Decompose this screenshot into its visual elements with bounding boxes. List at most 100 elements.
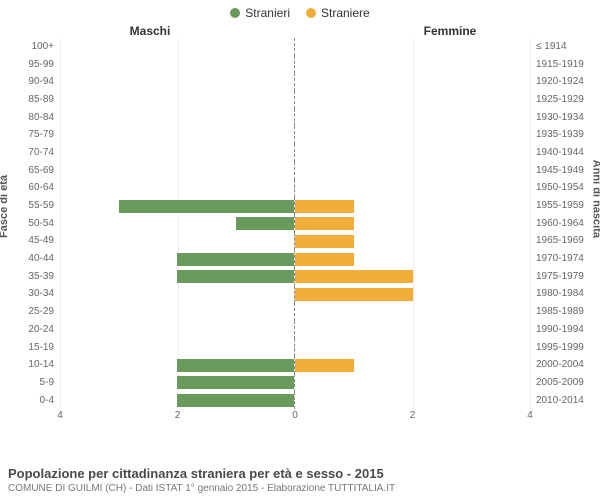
age-row: 0-42010-2014 <box>60 392 530 410</box>
female-half <box>295 392 530 410</box>
male-half <box>60 392 295 410</box>
age-row: 100+≤ 1914 <box>60 38 530 56</box>
legend-label-female: Straniere <box>321 6 370 20</box>
female-half <box>295 233 530 251</box>
female-half <box>295 303 530 321</box>
female-half <box>295 356 530 374</box>
chart-area: Fasce di età Anni di nascita 100+≤ 19149… <box>0 38 600 438</box>
age-row: 55-591955-1959 <box>60 197 530 215</box>
male-half <box>60 250 295 268</box>
age-row: 30-341980-1984 <box>60 286 530 304</box>
female-half <box>295 286 530 304</box>
bar-male <box>177 270 294 283</box>
chart-subtitle: COMUNE DI GUILMI (CH) - Dati ISTAT 1° ge… <box>8 483 592 494</box>
bar-male <box>177 253 294 266</box>
age-row: 50-541960-1964 <box>60 215 530 233</box>
female-half <box>295 268 530 286</box>
age-row: 15-191995-1999 <box>60 339 530 357</box>
bar-male <box>119 200 295 213</box>
female-half <box>295 126 530 144</box>
bar-female <box>295 200 354 213</box>
male-half <box>60 215 295 233</box>
female-half <box>295 109 530 127</box>
x-axis: 024 24 <box>60 410 530 424</box>
age-row: 45-491965-1969 <box>60 233 530 251</box>
male-half <box>60 268 295 286</box>
male-half <box>60 303 295 321</box>
legend-swatch-female <box>306 8 316 18</box>
male-half <box>60 56 295 74</box>
female-half <box>295 250 530 268</box>
age-row: 35-391975-1979 <box>60 268 530 286</box>
bar-female <box>295 217 354 230</box>
bar-female <box>295 253 354 266</box>
bar-male <box>177 376 294 389</box>
male-half <box>60 286 295 304</box>
legend-swatch-male <box>230 8 240 18</box>
age-row: 75-791935-1939 <box>60 126 530 144</box>
y-axis-label-left: Fasce di età <box>0 175 10 238</box>
male-half <box>60 73 295 91</box>
female-half <box>295 162 530 180</box>
male-half <box>60 374 295 392</box>
male-half <box>60 339 295 357</box>
bar-male <box>177 359 294 372</box>
male-half <box>60 356 295 374</box>
age-row: 5-92005-2009 <box>60 374 530 392</box>
female-half <box>295 56 530 74</box>
female-half <box>295 144 530 162</box>
bar-male <box>177 394 294 407</box>
column-headers: Maschi Femmine <box>0 24 600 38</box>
age-row: 40-441970-1974 <box>60 250 530 268</box>
x-tick: 2 <box>175 410 181 421</box>
age-row: 95-991915-1919 <box>60 56 530 74</box>
age-row: 80-841930-1934 <box>60 109 530 127</box>
male-half <box>60 109 295 127</box>
y-axis-label-right: Anni di nascita <box>590 160 600 238</box>
female-half <box>295 339 530 357</box>
male-half <box>60 321 295 339</box>
age-row: 85-891925-1929 <box>60 91 530 109</box>
legend-item-female: Straniere <box>306 6 370 20</box>
legend: Stranieri Straniere <box>0 0 600 20</box>
female-half <box>295 91 530 109</box>
chart-title: Popolazione per cittadinanza straniera p… <box>8 466 592 481</box>
male-half <box>60 126 295 144</box>
grid-line <box>530 38 531 410</box>
male-half <box>60 144 295 162</box>
legend-label-male: Stranieri <box>245 6 290 20</box>
age-row: 25-291985-1989 <box>60 303 530 321</box>
male-half <box>60 233 295 251</box>
bar-female <box>295 359 354 372</box>
x-tick: 2 <box>410 410 416 421</box>
x-tick: 4 <box>527 410 533 421</box>
plot: 100+≤ 191495-991915-191990-941920-192485… <box>60 38 530 410</box>
header-female: Femmine <box>350 24 600 38</box>
female-half <box>295 374 530 392</box>
female-half <box>295 38 530 56</box>
female-half <box>295 180 530 198</box>
bar-female <box>295 270 413 283</box>
x-tick: 4 <box>57 410 63 421</box>
male-half <box>60 162 295 180</box>
bar-female <box>295 235 354 248</box>
age-row: 90-941920-1924 <box>60 73 530 91</box>
male-half <box>60 197 295 215</box>
bar-male <box>236 217 295 230</box>
age-row: 60-641950-1954 <box>60 180 530 198</box>
male-half <box>60 180 295 198</box>
age-row: 10-142000-2004 <box>60 356 530 374</box>
female-half <box>295 215 530 233</box>
female-half <box>295 197 530 215</box>
male-half <box>60 91 295 109</box>
female-half <box>295 73 530 91</box>
footer: Popolazione per cittadinanza straniera p… <box>8 466 592 494</box>
legend-item-male: Stranieri <box>230 6 290 20</box>
age-row: 65-691945-1949 <box>60 162 530 180</box>
male-half <box>60 38 295 56</box>
bar-female <box>295 288 413 301</box>
age-row: 20-241990-1994 <box>60 321 530 339</box>
female-half <box>295 321 530 339</box>
age-row: 70-741940-1944 <box>60 144 530 162</box>
header-male: Maschi <box>0 24 250 38</box>
